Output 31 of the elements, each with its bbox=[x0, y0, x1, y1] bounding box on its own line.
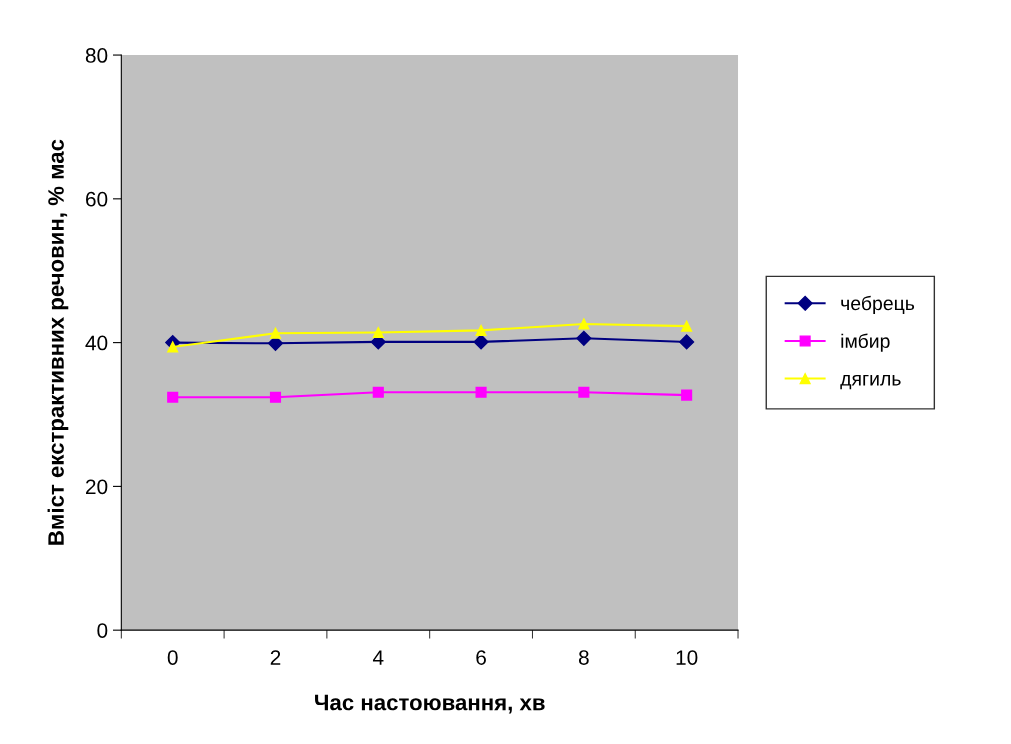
point bbox=[681, 389, 693, 401]
point bbox=[167, 391, 179, 403]
point bbox=[475, 324, 487, 336]
legend-label: імбир bbox=[841, 333, 890, 352]
x-tick-label: 4 bbox=[372, 650, 384, 665]
point bbox=[269, 327, 282, 339]
point bbox=[167, 341, 179, 353]
x-tick-label: 0 bbox=[167, 650, 178, 665]
y-tick-label: 60 bbox=[86, 191, 108, 207]
point bbox=[372, 386, 384, 398]
x-tick-label: 6 bbox=[476, 650, 486, 665]
y-tick-label: 20 bbox=[86, 479, 108, 495]
legend-label: дягиль bbox=[840, 375, 901, 390]
point bbox=[578, 386, 590, 398]
y-tick-label: 0 bbox=[97, 623, 108, 638]
y-tick-label: 80 bbox=[85, 48, 108, 63]
point bbox=[578, 318, 590, 330]
point bbox=[681, 320, 693, 332]
point bbox=[576, 330, 592, 346]
point bbox=[679, 334, 695, 350]
x-tick-label: 2 bbox=[270, 650, 281, 665]
point bbox=[473, 334, 489, 350]
y-tick-label: 40 bbox=[85, 335, 108, 351]
point bbox=[269, 391, 282, 403]
x-axis-title: Час настоювання, хв bbox=[315, 694, 545, 714]
x-tick-label: 10 bbox=[676, 650, 698, 665]
y-axis-title: Вміст екстрактивних речовин, % мас bbox=[47, 139, 69, 545]
x-tick-label: 8 bbox=[578, 650, 589, 665]
legend-label: чебрець bbox=[841, 295, 915, 315]
point bbox=[475, 386, 487, 398]
point bbox=[372, 326, 384, 339]
